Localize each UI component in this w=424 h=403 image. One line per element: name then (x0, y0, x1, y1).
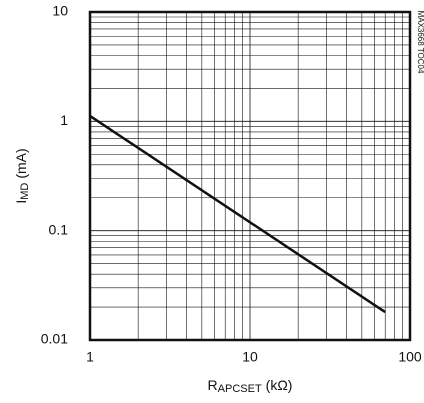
y-label-unit: (mA) (13, 148, 29, 178)
x-tick-label: 10 (242, 349, 258, 365)
y-axis-label: IMD (mA) (13, 148, 31, 203)
figure-id: MAX3668 TOC04 (416, 11, 424, 74)
y-label-subscript: MD (19, 183, 31, 200)
x-tick-label: 100 (398, 349, 422, 365)
plot-frame (88, 10, 412, 342)
data-line (89, 114, 386, 314)
y-tick-label: 0.01 (41, 331, 68, 347)
x-label-symbol: R (208, 377, 218, 393)
y-tick-label: 10 (52, 3, 68, 19)
x-label-unit: (kΩ) (266, 377, 293, 393)
y-tick-label: 0.1 (49, 221, 69, 237)
y-tick-label: 1 (60, 112, 68, 128)
x-label-subscript: APCSET (218, 383, 262, 395)
y-label-symbol: I (13, 200, 29, 204)
x-tick-label: 1 (86, 349, 94, 365)
x-axis-label: RAPCSET (kΩ) (208, 377, 293, 395)
